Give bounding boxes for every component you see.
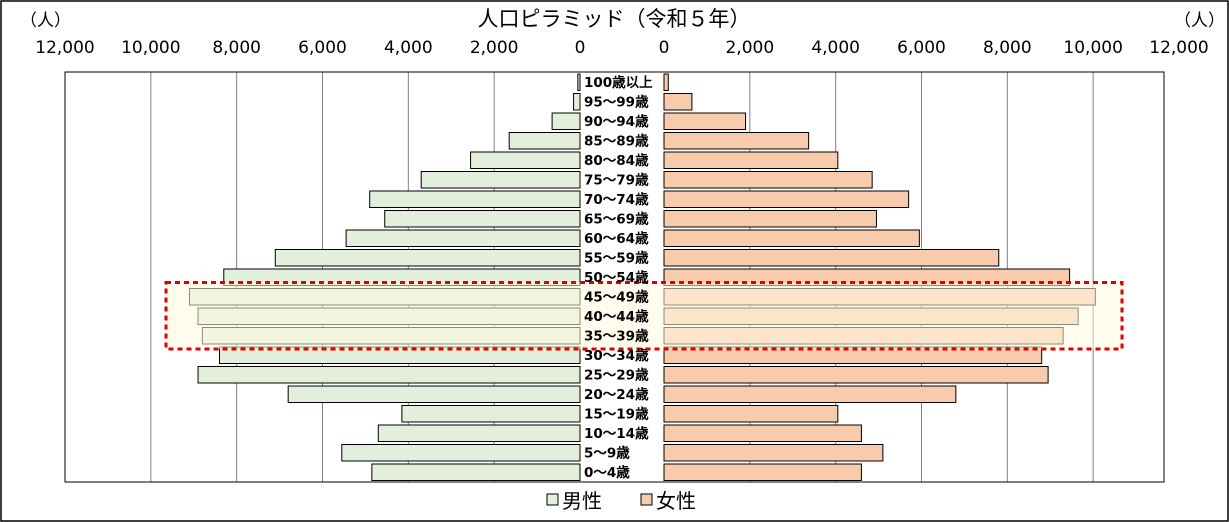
plot-area-border [64,71,1165,483]
bar-female [663,444,884,462]
age-group-label: 80～84歳 [584,152,649,169]
legend: 男性 女性 [546,489,696,513]
age-group-label: 55～59歳 [584,249,649,266]
bar-male [573,93,581,111]
age-group-label: 75～79歳 [584,171,649,188]
highlight-band [164,281,1124,351]
bar-female [663,132,810,150]
bar-male [377,424,581,442]
bar-female [663,366,1049,384]
bar-male [219,346,581,364]
age-group-label: 25～29歳 [584,366,649,383]
unit-label-right: （人） [1174,11,1225,31]
age-group-label: 50～54歳 [584,269,649,286]
bar-male [384,210,581,228]
age-labels: 100歳以上 95～99歳 90～94歳 85～89歳 80～84歳 75～79歳 70～7… [584,74,653,481]
x-tick-labels: 12,000 12,000 10,000 10,000 8,000 8,000 6,000 6… [35,38,1208,58]
bar-female [663,405,839,423]
x-tick-label-male: 2,000 [470,38,519,58]
age-group-label: 60～64歳 [584,230,649,247]
x-tick-label-female: 8,000 [983,38,1032,58]
legend-label-female: 女性 [656,489,696,513]
x-tick-label-male: 4,000 [384,38,433,58]
age-group-label: 35～39歳 [584,327,649,344]
age-group-label: 70～74歳 [584,191,649,208]
x-tick-label-male: 12,000 [35,38,94,58]
x-tick-label-female: 12,000 [1149,38,1208,58]
legend-label-male: 男性 [562,489,602,513]
legend-swatch-male [546,493,559,506]
bar-female [663,73,669,91]
x-tick-label-male: 6,000 [298,38,347,58]
bar-female [663,93,693,111]
bar-female [663,424,862,442]
x-tick-label-male: 0 [575,38,586,58]
age-group-label: 95～99歳 [584,93,649,110]
age-group-label: 90～94歳 [584,113,649,130]
bar-male [401,405,581,423]
bar-male [577,73,581,91]
x-tick-label-female: 4,000 [811,38,860,58]
x-tick-label-female: 2,000 [725,38,774,58]
x-tick-label-female: 10,000 [1063,38,1122,58]
bar-male [345,229,581,247]
bar-female [663,112,747,130]
bar-female [663,463,862,481]
x-tick-label-male: 10,000 [121,38,180,58]
bar-male [551,112,581,130]
bar-female [663,385,957,403]
bar-female [663,171,873,189]
x-tick-label-female: 6,000 [897,38,946,58]
age-group-label: 85～89歳 [584,132,649,149]
age-group-label: 45～49歳 [584,288,649,305]
bars [188,73,1096,481]
age-group-label: 30～34歳 [584,347,649,364]
bar-male [287,385,581,403]
bar-female [663,190,910,208]
bar-female [663,229,920,247]
x-tick-label-female: 0 [659,38,670,58]
bar-male [274,249,581,267]
age-group-label: 65～69歳 [584,210,649,227]
bar-male [197,366,581,384]
bar-male [508,132,581,150]
bar-male [420,171,581,189]
age-group-label: 20～24歳 [584,386,649,403]
bar-female [663,151,839,169]
bar-female [663,249,1000,267]
chart-title: 人口ピラミッド（令和５年） [478,7,751,31]
x-tick-label-male: 8,000 [212,38,261,58]
bar-male [369,190,581,208]
legend-swatch-female [640,493,653,506]
age-group-label: 100歳以上 [584,74,653,91]
age-group-label: 0～4歳 [584,464,630,481]
age-group-label: 40～44歳 [584,308,649,325]
age-group-label: 5～9歳 [584,444,630,461]
bar-male [341,444,581,462]
bar-male [470,151,581,169]
unit-label-left: （人） [20,11,71,31]
age-group-label: 15～19歳 [584,405,649,422]
age-group-label: 10～14歳 [584,425,649,442]
bar-female [663,210,877,228]
bar-male [371,463,581,481]
